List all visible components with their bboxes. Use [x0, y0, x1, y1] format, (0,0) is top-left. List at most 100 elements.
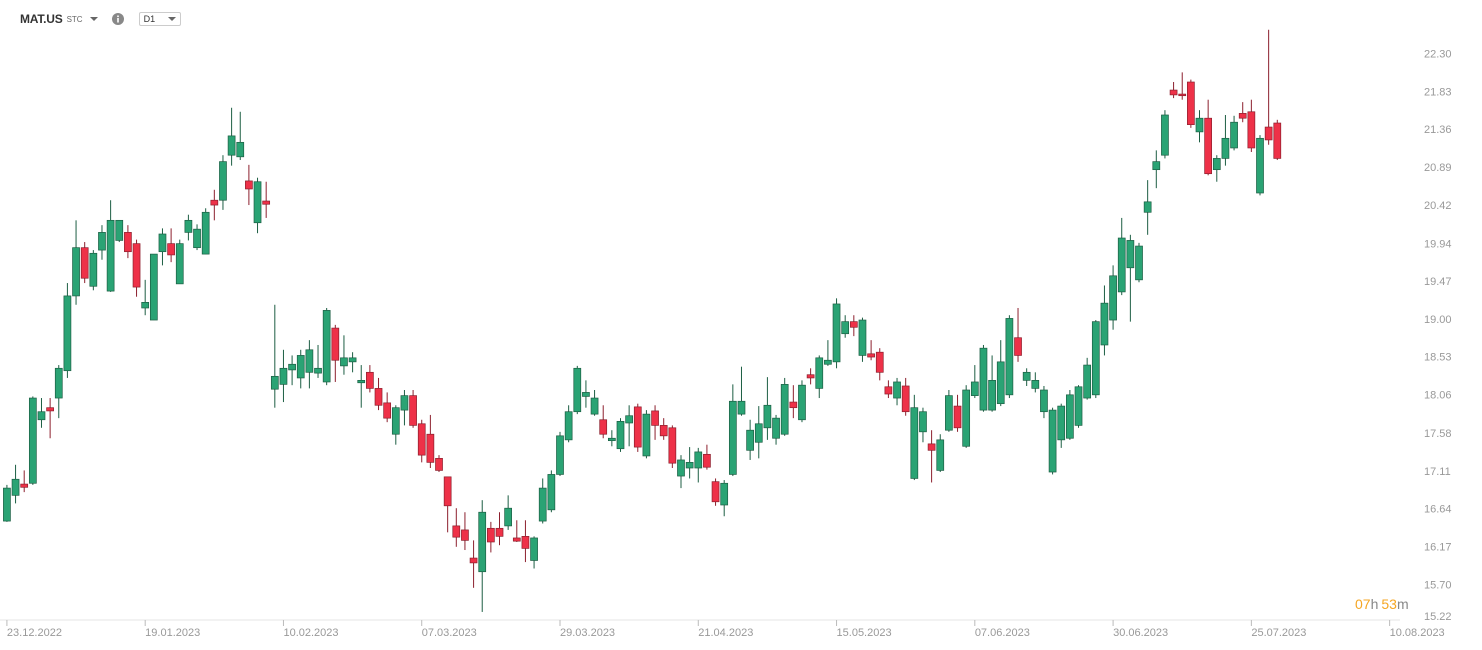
- candle-body: [262, 200, 271, 205]
- candle-body: [383, 402, 392, 419]
- candle-body: [158, 233, 167, 253]
- candle-body: [1152, 161, 1161, 171]
- candle-body: [322, 310, 331, 383]
- x-tick-label: 07.06.2023: [975, 627, 1030, 639]
- candle-body: [167, 243, 175, 256]
- candle-body: [582, 392, 590, 397]
- candle-body: [149, 253, 158, 321]
- candle-body: [20, 483, 29, 488]
- candle-body: [547, 474, 556, 511]
- candle-body: [469, 557, 478, 564]
- x-tick-label: 29.03.2023: [560, 627, 615, 639]
- candle-body: [193, 228, 201, 249]
- x-tick-label: 25.07.2023: [1251, 627, 1306, 639]
- candle-body: [1014, 337, 1022, 356]
- candle-body: [1066, 394, 1074, 439]
- candle-body: [590, 397, 599, 415]
- x-tick-label: 10.08.2023: [1390, 627, 1445, 639]
- countdown: 07h 53m: [1355, 596, 1409, 612]
- candle-body: [1091, 321, 1100, 396]
- candle-body: [426, 433, 435, 463]
- y-tick-label: 20.42: [1424, 200, 1452, 212]
- candle-body: [1022, 371, 1031, 381]
- candle-body: [720, 482, 729, 506]
- candle-body: [1074, 386, 1083, 426]
- candle-body: [1178, 93, 1187, 97]
- x-tick-label: 07.03.2023: [422, 627, 477, 639]
- candle-body: [1100, 302, 1109, 346]
- candle-body: [175, 243, 184, 285]
- candle-body: [89, 252, 98, 287]
- candle-body: [72, 247, 80, 297]
- candle-body: [530, 537, 538, 561]
- candle-body: [219, 161, 227, 201]
- candle-body: [3, 487, 11, 522]
- candle-body: [815, 357, 824, 389]
- candle-body: [512, 537, 521, 542]
- candle-body: [625, 415, 633, 424]
- candle-body: [893, 381, 901, 399]
- candle-body: [46, 407, 54, 412]
- candle-body: [521, 536, 530, 549]
- symbol-dropdown[interactable]: [89, 15, 99, 23]
- candle-body: [746, 429, 754, 451]
- candle-body: [953, 405, 962, 429]
- candle-body: [236, 141, 245, 158]
- candle-body: [633, 406, 642, 448]
- candle-body: [288, 363, 296, 371]
- candle-body: [1161, 114, 1169, 156]
- interval-select[interactable]: D1: [138, 12, 181, 26]
- candle-body: [1195, 117, 1204, 133]
- candle-body: [798, 384, 806, 421]
- candle-body: [962, 389, 971, 447]
- candle-body: [677, 459, 685, 477]
- candle-body: [452, 525, 461, 538]
- candle-body: [573, 367, 582, 413]
- candle-body: [331, 327, 340, 361]
- candle-body: [409, 395, 417, 426]
- candle-body: [642, 413, 651, 457]
- candle-body: [668, 427, 677, 464]
- candle-body: [11, 478, 20, 496]
- candle-body: [1048, 409, 1057, 473]
- candle-body: [305, 349, 314, 373]
- symbol[interactable]: MAT.US: [20, 12, 63, 26]
- candle-body: [106, 219, 115, 292]
- candle-body: [1109, 275, 1117, 321]
- candle-body: [28, 397, 37, 484]
- info-icon[interactable]: [111, 12, 125, 26]
- candle-body: [314, 367, 322, 374]
- candle-body: [1187, 81, 1195, 125]
- candle-body: [80, 247, 89, 279]
- candle-body: [487, 527, 495, 543]
- countdown-unit: h: [1371, 596, 1379, 612]
- candle-body: [1005, 318, 1014, 396]
- candle-body: [1057, 405, 1066, 441]
- candle-body: [737, 400, 746, 415]
- candle-body: [1238, 113, 1247, 119]
- y-tick-label: 18.06: [1424, 390, 1452, 402]
- candle-body: [806, 374, 815, 379]
- candle-body: [1273, 122, 1282, 159]
- candle-body: [478, 511, 487, 573]
- candle-body: [763, 404, 772, 429]
- candle-body: [849, 321, 858, 328]
- interval: D1: [143, 14, 156, 24]
- candle-body: [54, 367, 63, 399]
- candle-body: [824, 359, 832, 365]
- candle-body: [970, 381, 979, 396]
- x-tick-label: 15.05.2023: [837, 627, 892, 639]
- candle-body: [357, 380, 366, 384]
- y-tick-label: 21.83: [1424, 86, 1452, 98]
- candle-body: [703, 453, 711, 468]
- candle-body: [927, 443, 936, 451]
- candle-body: [184, 219, 193, 233]
- candle-body: [858, 319, 867, 356]
- candle-body: [875, 351, 884, 373]
- candle-body: [841, 321, 850, 335]
- interval-dropdown: [167, 17, 176, 21]
- candle-body: [366, 371, 374, 389]
- candle-body: [417, 423, 426, 456]
- y-tick-label: 19.00: [1424, 314, 1452, 326]
- y-tick-label: 15.70: [1424, 579, 1452, 591]
